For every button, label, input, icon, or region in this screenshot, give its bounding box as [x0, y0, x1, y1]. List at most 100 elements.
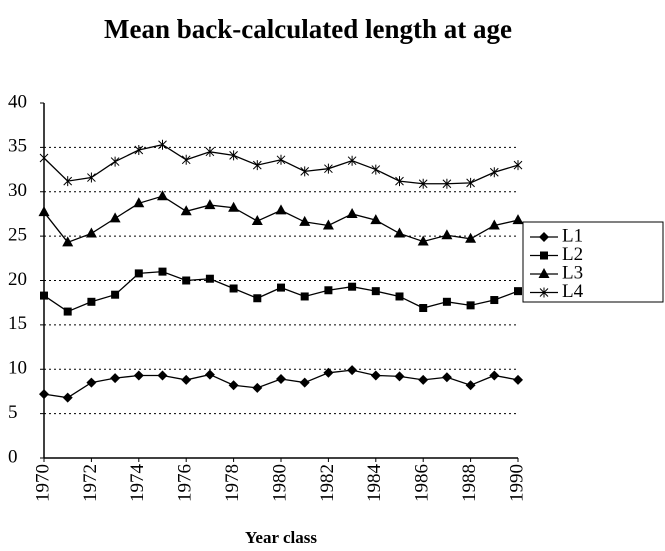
- data-point: [442, 178, 452, 189]
- x-tick-label: 1988: [459, 464, 480, 502]
- legend-label: L2: [562, 244, 583, 265]
- x-tick-label: 1986: [412, 464, 433, 502]
- legend-label: L3: [562, 262, 583, 283]
- y-tick-label: 10: [8, 358, 27, 379]
- data-point: [466, 301, 475, 310]
- data-point: [370, 370, 381, 381]
- y-tick-label: 5: [8, 402, 18, 423]
- data-point: [465, 380, 476, 391]
- data-point: [252, 382, 263, 393]
- x-tick-label: 1974: [127, 464, 148, 503]
- data-point: [419, 304, 428, 313]
- data-point: [251, 215, 263, 226]
- data-point: [253, 294, 262, 303]
- y-tick-label: 40: [8, 91, 27, 112]
- data-point: [370, 214, 382, 225]
- data-point: [157, 370, 168, 381]
- data-point: [489, 370, 500, 381]
- data-point: [466, 177, 475, 188]
- data-point: [514, 287, 522, 296]
- data-point: [275, 204, 287, 215]
- data-point: [347, 365, 358, 376]
- data-point: [347, 155, 357, 166]
- data-point: [134, 269, 143, 278]
- data-point: [512, 214, 524, 225]
- data-point: [87, 172, 96, 183]
- data-point: [276, 374, 286, 385]
- data-point: [488, 219, 500, 230]
- data-point: [513, 374, 523, 385]
- data-point: [87, 297, 96, 306]
- y-tick-label: 0: [8, 446, 18, 467]
- data-point: [346, 207, 358, 218]
- data-point: [395, 176, 404, 187]
- data-point: [441, 229, 453, 240]
- data-point: [465, 232, 477, 243]
- data-point: [39, 389, 49, 400]
- data-point: [133, 370, 144, 381]
- legend-marker: [540, 251, 548, 260]
- y-tick-label: 25: [8, 224, 27, 245]
- data-point: [133, 197, 145, 208]
- data-point: [228, 201, 240, 212]
- data-point: [300, 166, 310, 177]
- data-point: [322, 219, 334, 230]
- data-point: [300, 292, 309, 301]
- data-point: [324, 163, 333, 174]
- data-point: [204, 369, 215, 380]
- data-point: [229, 150, 238, 161]
- y-tick-label: 20: [8, 269, 27, 290]
- x-tick-label: 1978: [222, 464, 243, 502]
- data-point: [277, 283, 285, 292]
- data-point: [158, 267, 167, 276]
- data-point: [109, 212, 121, 223]
- data-point: [299, 377, 310, 388]
- data-point: [63, 307, 72, 316]
- data-point: [441, 372, 452, 383]
- data-point: [85, 227, 97, 238]
- data-point: [63, 176, 73, 187]
- data-point: [228, 380, 239, 391]
- data-point: [62, 392, 73, 403]
- data-point: [417, 235, 429, 246]
- data-point: [442, 297, 451, 306]
- data-point: [40, 291, 48, 300]
- data-point: [180, 205, 192, 216]
- data-point: [394, 227, 405, 238]
- x-tick-label: 1982: [317, 464, 338, 502]
- data-point: [157, 190, 168, 201]
- chart-title: Mean back-calculated length at age: [104, 14, 512, 44]
- data-point: [252, 160, 262, 171]
- data-point: [205, 274, 214, 283]
- data-point: [86, 377, 97, 388]
- data-point: [39, 153, 49, 164]
- data-point: [418, 178, 428, 189]
- data-point: [205, 146, 215, 157]
- x-tick-label: 1984: [364, 464, 385, 503]
- data-point: [395, 292, 404, 301]
- legend-marker: [538, 268, 550, 278]
- y-tick-label: 35: [8, 136, 27, 157]
- data-point: [110, 156, 120, 167]
- data-point: [181, 154, 191, 165]
- data-point: [111, 290, 120, 299]
- x-tick-label: 1990: [506, 464, 527, 502]
- data-point: [418, 374, 429, 385]
- y-tick-label: 30: [8, 180, 27, 201]
- x-tick-label: 1976: [175, 464, 196, 502]
- data-point: [348, 282, 357, 291]
- data-point: [371, 164, 381, 175]
- data-point: [229, 284, 238, 293]
- x-tick-label: 1972: [80, 464, 101, 502]
- data-point: [490, 296, 499, 305]
- data-point: [513, 160, 523, 171]
- data-point: [38, 206, 50, 217]
- data-point: [371, 287, 380, 296]
- x-tick-label: 1980: [269, 464, 290, 502]
- legend-marker: [539, 232, 549, 242]
- data-point: [158, 139, 167, 150]
- legend-marker: [539, 287, 549, 298]
- data-point: [299, 215, 311, 226]
- legend-label: L1: [562, 225, 583, 246]
